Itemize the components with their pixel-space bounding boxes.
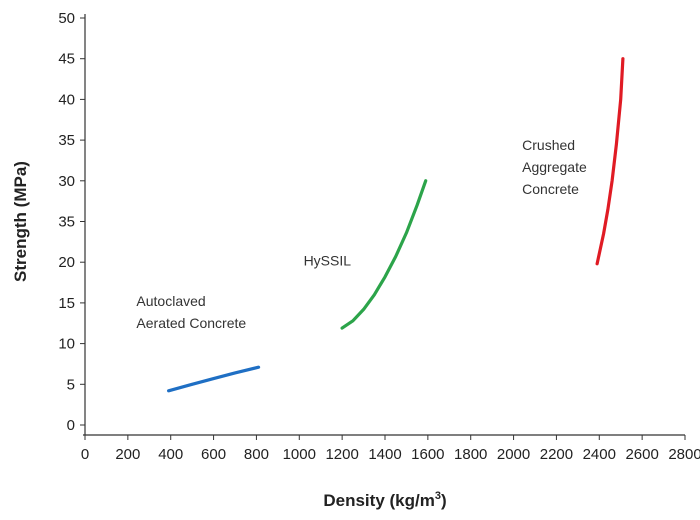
series-annotations: Autoclaved Aerated Concrete HySSIL Crushed A… bbox=[136, 137, 587, 331]
x-tick-label: 1000 bbox=[283, 446, 316, 463]
y-tick-label: 5 bbox=[67, 376, 75, 393]
series-label-2: HySSIL bbox=[304, 252, 352, 268]
series-label-3: Crushed bbox=[522, 137, 575, 153]
x-axis-title-sup: 3 bbox=[435, 490, 441, 502]
x-tick-label: 2200 bbox=[540, 446, 573, 463]
series-layer bbox=[167, 57, 625, 393]
y-tick-label: 30 bbox=[58, 173, 75, 190]
x-ticks: 0 200 400 600 800 1000 1200 1400 1600 1800 2000 220… bbox=[81, 435, 700, 463]
y-tick-label: 35 bbox=[58, 132, 75, 149]
x-tick-label: 1400 bbox=[368, 446, 401, 463]
x-tick-label: 600 bbox=[201, 446, 226, 463]
x-tick-label: 2800 bbox=[668, 446, 700, 463]
series-label-1: Aerated Concrete bbox=[136, 315, 246, 331]
axes bbox=[83, 14, 685, 436]
x-tick-label: 2400 bbox=[583, 446, 616, 463]
x-tick-label: 1600 bbox=[411, 446, 444, 463]
y-tick-label: 40 bbox=[58, 91, 75, 108]
x-tick-label: 2600 bbox=[625, 446, 658, 463]
x-axis-title-close: ) bbox=[441, 491, 447, 510]
y-tick-label: 15 bbox=[58, 295, 75, 312]
series-label-1: Autoclaved bbox=[136, 293, 205, 309]
x-tick-label: 800 bbox=[244, 446, 269, 463]
series-line-3 bbox=[595, 57, 625, 266]
y-axis-title: Strength (MPa) bbox=[11, 161, 30, 282]
y-ticks: 0 5 10 15 20 35 30 35 40 45 50 bbox=[58, 10, 85, 434]
x-tick-label: 0 bbox=[81, 446, 89, 463]
y-tick-label: 35 bbox=[58, 214, 75, 231]
x-tick-label: 1800 bbox=[454, 446, 487, 463]
x-tick-label: 200 bbox=[115, 446, 140, 463]
x-axis-title-main: Density (kg/m bbox=[323, 491, 434, 510]
y-tick-label: 50 bbox=[58, 10, 75, 27]
series-line-2 bbox=[340, 179, 428, 330]
series-label-3: Aggregate bbox=[522, 159, 587, 175]
y-tick-label: 45 bbox=[58, 51, 75, 68]
x-tick-label: 2000 bbox=[497, 446, 530, 463]
x-tick-label: 1200 bbox=[325, 446, 358, 463]
series-line-1 bbox=[167, 365, 261, 393]
y-tick-label: 20 bbox=[58, 254, 75, 271]
x-axis-title: Density (kg/m3) bbox=[323, 490, 446, 510]
y-tick-label: 10 bbox=[58, 336, 75, 353]
series-label-3: Concrete bbox=[522, 181, 579, 197]
y-tick-label: 0 bbox=[67, 417, 75, 434]
x-tick-label: 400 bbox=[158, 446, 183, 463]
